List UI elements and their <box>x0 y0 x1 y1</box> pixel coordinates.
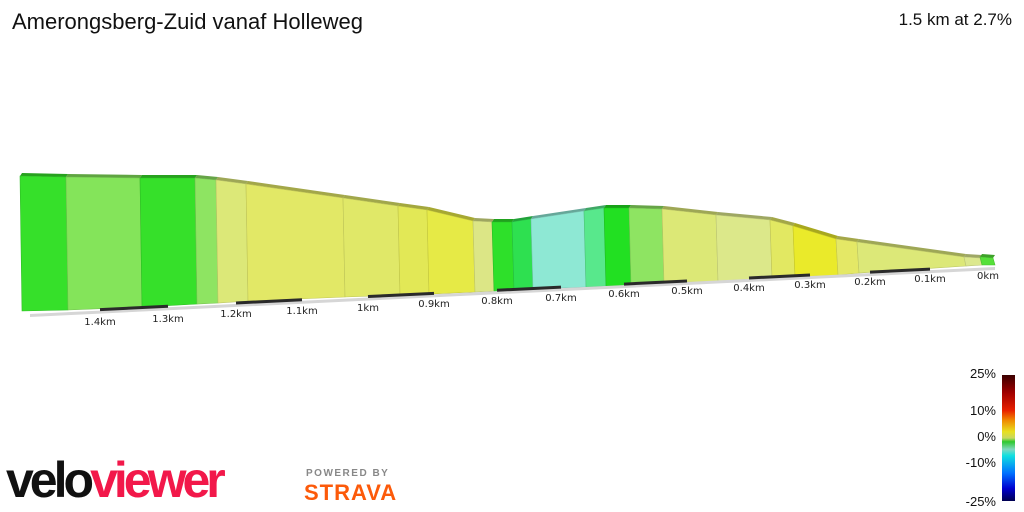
profile-segment <box>792 225 839 278</box>
distance-tick-label: 0.5km <box>671 286 702 297</box>
profile-segment <box>65 176 143 311</box>
profile-segment <box>472 220 495 293</box>
profile-segment <box>397 205 430 296</box>
axis-scale-bar <box>748 273 811 280</box>
distance-tick-label: 0km <box>977 271 999 282</box>
distance-tick-label: 0.1km <box>914 274 945 285</box>
logo-viewer: viewer <box>90 452 226 508</box>
distance-tick-label: 1.4km <box>84 317 115 328</box>
profile-segment <box>194 177 219 305</box>
profile-segment <box>215 179 249 304</box>
segment-top-face <box>492 219 514 222</box>
distance-tick-label: 0.7km <box>545 293 576 304</box>
distance-tick-label: 1.2km <box>220 309 251 320</box>
axis-scale-bar <box>99 304 169 312</box>
powered-by-label: POWERED BY <box>306 468 390 479</box>
gradient-color-scale <box>1002 375 1015 501</box>
distance-tick-label: 1.1km <box>286 306 317 317</box>
segment-top-face <box>716 212 772 220</box>
distance-tick-label: 0.9km <box>418 299 449 310</box>
segment-summary: 1.5 km at 2.7% <box>898 10 1012 29</box>
legend-label-0: 0% <box>977 429 996 444</box>
segment-top-face <box>216 177 248 184</box>
legend-label-25: 25% <box>969 366 996 381</box>
segment-top-face <box>512 216 533 222</box>
segment-top-face <box>140 175 197 178</box>
distance-tick-label: 0.4km <box>733 283 764 294</box>
segment-top-face <box>246 181 345 198</box>
profile-segment <box>603 207 632 287</box>
axis-scale-bar <box>869 267 931 274</box>
axis-scale-bar <box>496 285 562 292</box>
gradient-legend: 25% 10% 0% -10% -25% <box>960 366 1024 512</box>
profile-segment <box>342 197 401 298</box>
profile-segment <box>583 207 607 288</box>
distance-tick-label: 0.6km <box>608 289 639 300</box>
profile-segment <box>530 210 587 290</box>
distance-tick-labels: 1.4km 1.3km 1.2km 1.1km 1km 0.9km 0.8km 0.7km 0.… <box>84 271 999 328</box>
profile-segment <box>426 209 476 295</box>
logo-velo: velo <box>6 452 94 508</box>
legend-label-minus25: -25% <box>965 494 996 509</box>
profile-segment <box>628 207 665 286</box>
distance-tick-label: 1km <box>357 303 379 314</box>
segment-top-face <box>427 207 475 221</box>
segment-top-face <box>662 206 718 215</box>
segment-top-face <box>584 205 606 211</box>
profile-segment <box>979 256 996 266</box>
segment-top-face <box>604 205 631 208</box>
profile-segment <box>963 256 983 267</box>
profile-segment <box>835 238 860 276</box>
distance-tick-label: 0.3km <box>794 280 825 291</box>
profile-segments <box>19 173 996 312</box>
veloviewer-logo: veloviewer <box>6 452 226 508</box>
legend-label-minus10: -10% <box>965 455 996 470</box>
distance-tick-label: 0.2km <box>854 277 885 288</box>
axis-scale-bar <box>367 291 435 299</box>
profile-segment <box>19 175 69 312</box>
profile-segment <box>661 208 719 284</box>
segment-top-face <box>343 195 400 206</box>
axis-scale-bar <box>623 279 688 286</box>
segment-top-face <box>857 239 966 257</box>
axis-scale-bar <box>235 298 303 305</box>
profile-segment <box>245 183 346 302</box>
axis-baseline <box>30 267 995 317</box>
segment-top-face <box>793 223 838 239</box>
distance-axis <box>30 267 995 317</box>
segment-top-face <box>531 208 586 219</box>
segment-top-face <box>770 217 795 226</box>
legend-label-10: 10% <box>969 403 996 418</box>
segment-top-face <box>195 175 218 180</box>
strava-logo: STRAVA <box>304 480 398 505</box>
distance-tick-label: 0.8km <box>481 296 512 307</box>
profile-segment <box>491 221 515 292</box>
profile-segment <box>511 218 534 291</box>
distance-tick-label: 1.3km <box>152 314 183 325</box>
profile-segment <box>769 219 796 279</box>
segment-title: Amerongsberg-Zuid vanaf Holleweg <box>12 9 363 34</box>
profile-segment <box>139 177 198 308</box>
segment-top-face <box>836 236 859 242</box>
profile-segment <box>715 214 773 282</box>
segment-top-face <box>398 203 429 210</box>
